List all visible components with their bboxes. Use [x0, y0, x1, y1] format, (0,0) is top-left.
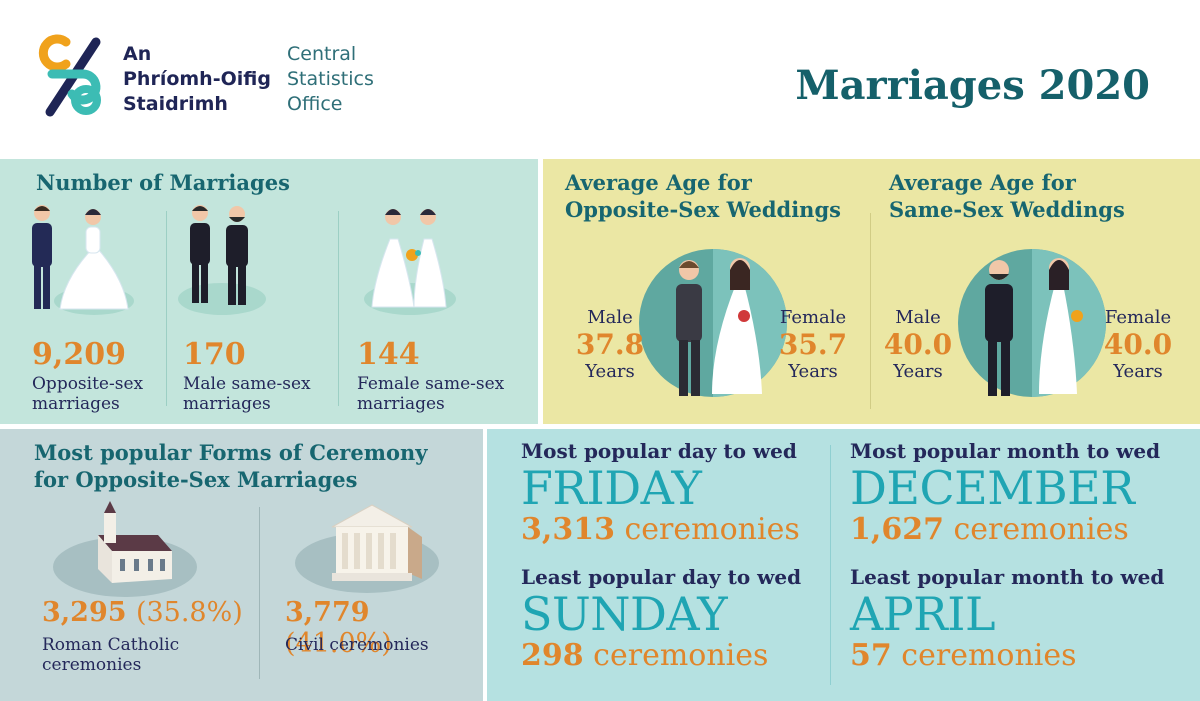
divider [259, 507, 260, 679]
label-line: marriages [183, 394, 271, 414]
divider [870, 213, 871, 409]
roman-catholic-value: 3,295 (35.8%) [42, 597, 243, 628]
popular-panel: Most popular day to wed FRIDAY 3,313 cer… [487, 429, 1200, 701]
male-same-sex-marriages-label: Male same-sex marriages [183, 374, 311, 414]
ceremony-percent: (41.0%) [285, 628, 392, 659]
count-value: 3,313 [521, 512, 615, 547]
age-value: 37.8 [575, 328, 645, 361]
age-label: Male [895, 307, 941, 328]
page-title: Marriages 2020 [795, 62, 1150, 109]
logo-irish-line: An [123, 43, 152, 65]
label-line: Civil ceremonies [285, 635, 429, 655]
ceremony-count: 3,779 [285, 597, 370, 628]
divider [166, 211, 167, 406]
label-line: ceremonies [42, 655, 142, 675]
least-popular-month: Least popular month to wed APRIL 57 cere… [850, 565, 1164, 673]
label-line: marriages [357, 394, 445, 414]
age-value: 35.7 [778, 328, 848, 361]
number-of-marriages-heading: Number of Marriages [36, 170, 290, 195]
answer-value: SUNDAY [521, 587, 728, 641]
civil-value: 3,779 (41.0%) [285, 597, 483, 659]
female-same-sex-marriages-value: 144 [357, 337, 420, 372]
ceremony-count: 3,295 [42, 597, 127, 628]
heading-line: Average Age for [889, 170, 1076, 195]
roman-catholic-label: Roman Catholic ceremonies [42, 635, 179, 675]
opposite-female-age: Female 35.7 Years [768, 307, 858, 383]
answer-value: APRIL [850, 587, 996, 641]
number-of-marriages-panel: Number of Marriages [0, 159, 538, 424]
label-line: Roman Catholic [42, 635, 180, 655]
age-label: Female [1104, 307, 1172, 328]
count-unit: ceremonies [593, 638, 769, 673]
logo-english-text: Central Statistics Office [287, 42, 374, 117]
question-label: Most popular day to wed [521, 439, 797, 463]
female-same-sex-marriages-label: Female same-sex marriages [357, 374, 504, 414]
count-unit: ceremonies [901, 638, 1077, 673]
divider [830, 445, 831, 685]
average-age-same-heading: Average Age for Same-Sex Weddings [889, 169, 1125, 223]
heading-line: Same-Sex Weddings [889, 197, 1125, 222]
bride-groom-icon [32, 205, 134, 315]
age-value: 40.0 [1103, 328, 1173, 361]
church-icon [53, 501, 197, 597]
ceremony-panel: Most popular Forms of Ceremony for Oppos… [0, 429, 483, 701]
answer-value: FRIDAY [521, 461, 702, 515]
count-unit: ceremonies [953, 512, 1129, 547]
logo-irish-text: An Phríomh-Oifig Staidrimh [123, 42, 271, 117]
civic-hall-icon [295, 504, 439, 593]
same-male-age: Male 40.0 Years [878, 307, 958, 383]
answer-value: DECEMBER [850, 461, 1135, 515]
label-line: Male same-sex [183, 374, 311, 394]
logo-irish-line: Phríomh-Oifig [123, 68, 271, 90]
question-label: Least popular day to wed [521, 565, 802, 589]
brides-icon [364, 209, 456, 315]
opposite-male-age: Male 37.8 Years [565, 307, 655, 383]
age-value: 40.0 [883, 328, 953, 361]
heading-line: for Opposite-Sex Marriages [34, 467, 358, 492]
divider [338, 211, 339, 406]
logo-irish-line: Staidrimh [123, 93, 228, 115]
question-label: Least popular month to wed [850, 565, 1165, 589]
label-line: Female same-sex [357, 374, 505, 394]
grooms-icon [178, 205, 266, 315]
most-popular-day: Most popular day to wed FRIDAY 3,313 cer… [521, 439, 800, 547]
logo-english-line: Office [287, 93, 343, 115]
label-line: marriages [32, 394, 120, 414]
age-unit: Years [585, 361, 635, 382]
label-line: Opposite-sex [32, 374, 144, 394]
opposite-sex-marriages-label: Opposite-sex marriages [32, 374, 143, 414]
average-age-panel: Average Age for Opposite-Sex Weddings Av… [543, 159, 1200, 424]
age-label: Female [779, 307, 847, 328]
civil-label: Civil ceremonies [285, 635, 429, 655]
question-label: Most popular month to wed [850, 439, 1161, 463]
age-label: Male [587, 307, 633, 328]
count-value: 298 [521, 638, 584, 673]
least-popular-day: Least popular day to wed SUNDAY 298 cere… [521, 565, 801, 673]
male-same-sex-marriages-value: 170 [183, 337, 246, 372]
ceremony-heading: Most popular Forms of Ceremony for Oppos… [34, 439, 427, 493]
age-unit: Years [788, 361, 838, 382]
heading-line: Most popular Forms of Ceremony [34, 440, 428, 465]
couple-circle-icon [958, 249, 1106, 397]
ceremony-percent: (35.8%) [135, 597, 243, 628]
average-age-opposite-heading: Average Age for Opposite-Sex Weddings [565, 169, 841, 223]
most-popular-month: Most popular month to wed DECEMBER 1,627… [850, 439, 1160, 547]
heading-line: Opposite-Sex Weddings [565, 197, 841, 222]
logo-english-line: Statistics [287, 68, 374, 90]
cso-logo-icon [38, 34, 101, 117]
same-female-age: Female 40.0 Years [1093, 307, 1183, 383]
count-value: 1,627 [850, 512, 944, 547]
count-value: 57 [850, 638, 892, 673]
opposite-sex-marriages-value: 9,209 [32, 337, 126, 372]
age-unit: Years [1113, 361, 1163, 382]
couple-circle-icon [639, 249, 787, 397]
age-unit: Years [893, 361, 943, 382]
logo-english-line: Central [287, 43, 357, 65]
count-unit: ceremonies [624, 512, 800, 547]
heading-line: Average Age for [565, 170, 752, 195]
